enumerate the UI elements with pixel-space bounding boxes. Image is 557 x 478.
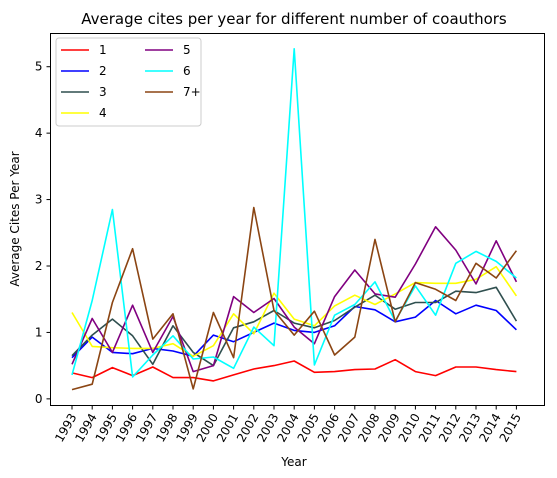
- y-tick-label: 4: [35, 126, 43, 140]
- legend-label: 5: [183, 43, 191, 57]
- legend-label: 1: [99, 43, 107, 57]
- x-axis-label: Year: [280, 455, 306, 469]
- series-line-4: [72, 227, 516, 372]
- legend-label: 2: [99, 64, 107, 78]
- y-tick-label: 5: [35, 60, 43, 74]
- y-tick-label: 2: [35, 259, 43, 273]
- legend-label: 7+: [183, 85, 201, 99]
- series-line-6: [72, 208, 516, 390]
- legend-label: 4: [99, 106, 107, 120]
- y-tick-label: 1: [35, 325, 43, 339]
- legend-label: 6: [183, 64, 191, 78]
- chart-title: Average cites per year for different num…: [81, 10, 507, 28]
- legend: 1 2 3 4 5 6 7+: [56, 38, 201, 126]
- y-tick-label: 0: [35, 392, 43, 406]
- y-tick-label: 3: [35, 193, 43, 207]
- x-tick-label: 2015: [497, 411, 524, 444]
- legend-label: 3: [99, 85, 107, 99]
- y-axis-label: Average Cites Per Year: [8, 151, 22, 286]
